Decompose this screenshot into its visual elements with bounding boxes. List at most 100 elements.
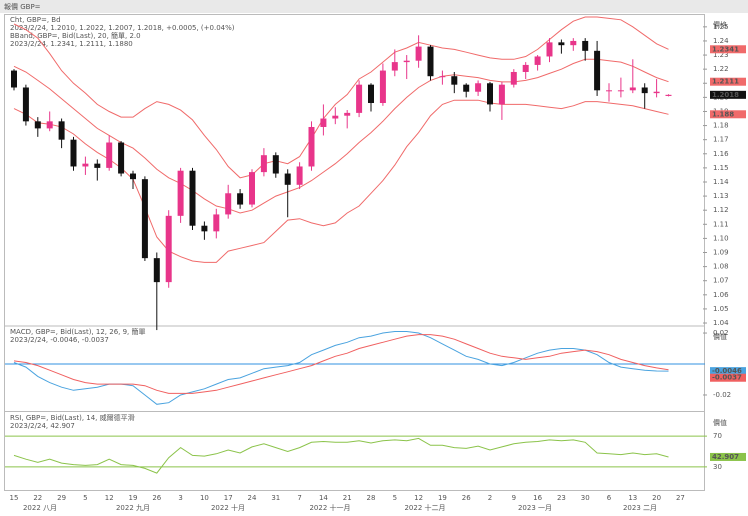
candle-body (534, 56, 541, 65)
x-tick-label: 29 (57, 494, 66, 502)
candle-body (606, 90, 612, 92)
value-tag (710, 110, 746, 119)
x-tick-label: 5 (83, 494, 87, 502)
y-tick-label: -0.02 (713, 391, 731, 399)
candle-body (629, 87, 636, 91)
x-group-label: 2022 八月 (23, 504, 57, 512)
y-tick-label: 1.18 (713, 122, 729, 130)
candle-body (451, 76, 458, 85)
page-title: 報價 GBP= (4, 2, 41, 11)
candle-body (296, 166, 303, 185)
y-tick-label: 1.23 (713, 51, 729, 59)
y-tick-label: 30 (713, 463, 722, 471)
value-tag-label: 42.907 (712, 453, 739, 461)
candle-body (379, 70, 386, 104)
candle-body (558, 42, 565, 46)
candle-body (439, 76, 446, 78)
candle-body (272, 155, 279, 174)
x-tick-label: 17 (224, 494, 233, 502)
y-tick-label: 0.02 (713, 329, 729, 337)
y-tick-label: 1.14 (713, 178, 729, 186)
candle-body (522, 64, 529, 72)
series-line (13, 331, 669, 405)
candle-body (58, 121, 65, 140)
value-tag (710, 77, 746, 86)
x-tick-label: 9 (512, 494, 516, 502)
x-group-label: 2022 九月 (116, 503, 150, 512)
series-line (13, 16, 669, 179)
candle-body (153, 258, 160, 283)
candle-body (665, 94, 672, 96)
candle-body (213, 214, 220, 232)
candle-body (570, 40, 577, 46)
x-tick-label: 3 (178, 494, 182, 502)
y-axis-title: 價值 (713, 418, 727, 427)
candle-body (130, 173, 136, 180)
candle-body (284, 173, 291, 185)
x-tick-label: 7 (297, 494, 301, 502)
x-tick-label: 22 (33, 494, 42, 502)
candle-body (106, 142, 113, 168)
series-line (13, 58, 669, 214)
candle-body (82, 163, 89, 167)
x-tick-label: 20 (652, 494, 661, 502)
candle-body (498, 84, 505, 105)
candle-body (641, 87, 648, 94)
y-tick-label: 70 (713, 432, 722, 440)
x-tick-label: 6 (607, 494, 612, 502)
y-tick-label: 1.13 (713, 192, 729, 200)
candle-body (249, 172, 255, 205)
y-tick-label: 1.06 (713, 291, 729, 299)
y-tick-label: 1.07 (713, 277, 729, 285)
value-tag-label: -0.0046 (712, 367, 742, 375)
x-tick-label: 26 (462, 494, 471, 502)
series-line (13, 437, 669, 474)
x-tick-label: 12 (105, 494, 114, 502)
candle-body (403, 60, 410, 63)
candle-body (34, 121, 41, 129)
x-tick-label: 10 (200, 494, 209, 502)
y-tick-label: 1.24 (713, 37, 729, 45)
candle-body (46, 121, 53, 129)
legend-text: BBand, GBP=, Bid(Last), 20, 簡單, 2.0 (10, 31, 141, 40)
candle-body (487, 83, 493, 105)
legend-text: MACD, GBP=, Bid(Last), 12, 26, 9, 簡單 (10, 327, 146, 336)
candle-body (368, 84, 374, 104)
value-tag-label: 1.2018 (712, 91, 739, 99)
x-group-label: 2023 二月 (623, 504, 657, 512)
legend-text: 2023/2/24, -0.0046, -0.0037 (10, 336, 109, 344)
value-tag (710, 452, 746, 461)
x-group-label: 2022 十二月 (404, 503, 445, 512)
candle-body (94, 163, 101, 168)
candle-body (391, 62, 398, 71)
x-tick-label: 19 (438, 494, 447, 502)
y-tick-label: 1.17 (713, 136, 729, 144)
x-tick-label: 2 (488, 494, 492, 502)
candle-body (22, 87, 29, 122)
value-tag-label: 1.2341 (712, 45, 739, 53)
candle-body (546, 42, 553, 57)
x-tick-label: 12 (414, 494, 423, 502)
candle-body (320, 118, 327, 127)
x-group-label: 2022 十一月 (309, 503, 350, 512)
candle-body (141, 179, 148, 259)
candle-body (582, 40, 589, 51)
x-group-label: 2023 一月 (518, 504, 552, 512)
candle-body (415, 46, 422, 61)
legend-text: 2023/2/24, 42.907 (10, 422, 75, 430)
x-tick-label: 14 (319, 494, 328, 502)
candle-body (427, 46, 434, 77)
candle-body (225, 193, 232, 215)
top-bar (0, 0, 748, 13)
x-tick-label: 26 (152, 494, 161, 502)
value-tag (710, 90, 746, 99)
candle-body (332, 115, 339, 119)
candle-body (189, 170, 196, 226)
y-tick-label: 1.08 (713, 263, 729, 271)
value-tag-label: -0.0037 (712, 374, 742, 382)
y-tick-label: 1.25 (713, 23, 729, 31)
legend-text: Cht, GBP=, Bd (10, 16, 61, 24)
series-line (13, 99, 669, 263)
candle-body (475, 83, 482, 92)
